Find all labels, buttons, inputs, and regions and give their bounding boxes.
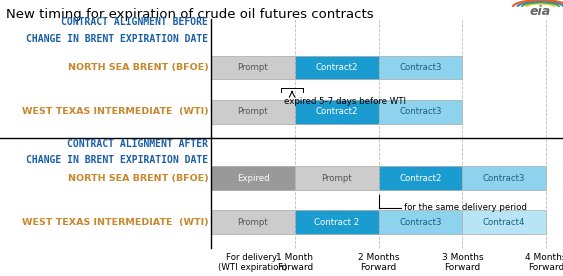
Bar (378, 100, 462, 124)
Text: for the same delivery period: for the same delivery period (404, 203, 527, 212)
Bar (211, 100, 295, 124)
Text: CONTRACT ALIGNMENT BEFORE: CONTRACT ALIGNMENT BEFORE (61, 17, 208, 27)
Text: CHANGE IN BRENT EXPIRATION DATE: CHANGE IN BRENT EXPIRATION DATE (26, 34, 208, 44)
Bar (462, 166, 546, 190)
Text: NORTH SEA BRENT (BFOE): NORTH SEA BRENT (BFOE) (68, 63, 208, 72)
Text: Contract3: Contract3 (399, 107, 442, 116)
Text: expired 5-7 days before WTI: expired 5-7 days before WTI (284, 97, 405, 106)
Text: Contract4: Contract4 (483, 218, 525, 227)
Bar (295, 166, 378, 190)
Bar (378, 166, 462, 190)
Text: 2 Months
Forward: 2 Months Forward (358, 253, 399, 272)
Text: Contract3: Contract3 (399, 63, 442, 72)
Bar (378, 210, 462, 234)
Text: Contract3: Contract3 (483, 174, 525, 182)
Bar (211, 56, 295, 79)
Text: Prompt: Prompt (238, 63, 269, 72)
Bar (211, 210, 295, 234)
Text: 3 Months
Forward: 3 Months Forward (441, 253, 483, 272)
Text: Expired: Expired (236, 174, 269, 182)
Bar (295, 210, 378, 234)
Text: eia: eia (530, 4, 551, 18)
Text: WEST TEXAS INTERMEDIATE  (WTI): WEST TEXAS INTERMEDIATE (WTI) (22, 107, 208, 116)
Text: Prompt: Prompt (238, 107, 269, 116)
Text: CONTRACT ALIGNMENT AFTER: CONTRACT ALIGNMENT AFTER (68, 139, 208, 148)
Text: 4 Months
Forward: 4 Months Forward (525, 253, 563, 272)
Bar (462, 210, 546, 234)
Text: CHANGE IN BRENT EXPIRATION DATE: CHANGE IN BRENT EXPIRATION DATE (26, 155, 208, 165)
Text: Contract 2: Contract 2 (314, 218, 359, 227)
Text: Contract2: Contract2 (315, 63, 358, 72)
Text: For delivery:
(WTI expiration): For delivery: (WTI expiration) (218, 253, 288, 272)
Text: NORTH SEA BRENT (BFOE): NORTH SEA BRENT (BFOE) (68, 174, 208, 182)
Bar (378, 56, 462, 79)
Bar (211, 166, 295, 190)
Text: 1 Month
Forward: 1 Month Forward (276, 253, 314, 272)
Text: Prompt: Prompt (321, 174, 352, 182)
Text: Prompt: Prompt (238, 218, 269, 227)
Bar (295, 100, 378, 124)
Bar (295, 56, 378, 79)
Text: Contract2: Contract2 (315, 107, 358, 116)
Text: Contract3: Contract3 (399, 218, 442, 227)
Text: New timing for expiration of crude oil futures contracts: New timing for expiration of crude oil f… (6, 8, 373, 21)
Text: WEST TEXAS INTERMEDIATE  (WTI): WEST TEXAS INTERMEDIATE (WTI) (22, 218, 208, 227)
Text: Contract2: Contract2 (399, 174, 442, 182)
